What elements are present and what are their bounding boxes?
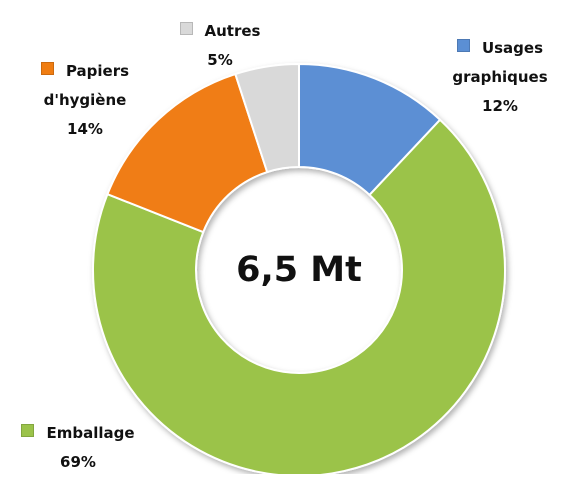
- data-label: Usages graphiques 12%: [425, 34, 572, 121]
- legend-swatch: [456, 39, 470, 52]
- value-label: 5%: [207, 51, 233, 69]
- legend-swatch: [40, 62, 54, 75]
- donut-slice: [234, 62, 300, 174]
- legend-swatch: [179, 22, 193, 35]
- center-label: 6,5 Mt: [236, 250, 362, 290]
- donut-slice: [106, 72, 269, 234]
- legend-swatch: [21, 424, 35, 437]
- category-label: Usages graphiques: [452, 39, 548, 86]
- value-label: 12%: [482, 97, 518, 115]
- category-label: Autres: [204, 22, 261, 40]
- data-label: Autres 5%: [160, 17, 280, 75]
- donut: [92, 62, 506, 474]
- data-label: Papiers d'hygiène 14%: [20, 57, 150, 144]
- value-label: 14%: [67, 120, 103, 138]
- data-label: Emballage 69%: [8, 419, 148, 477]
- category-label: Emballage: [46, 424, 135, 442]
- donut-slice: [92, 118, 506, 474]
- value-label: 69%: [60, 453, 96, 471]
- category-label: Papiers d'hygiène: [43, 62, 130, 109]
